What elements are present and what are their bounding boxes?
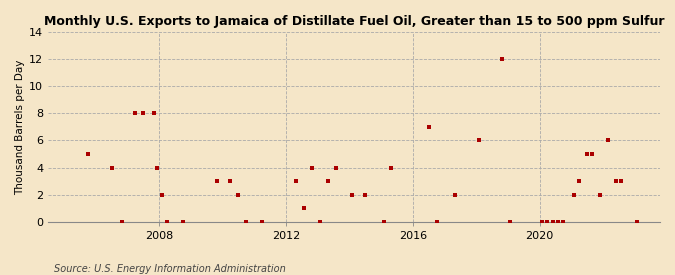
Point	[431, 219, 442, 224]
Point	[497, 57, 508, 61]
Point	[632, 219, 643, 224]
Point	[423, 125, 434, 129]
Point	[299, 206, 310, 210]
Point	[616, 179, 626, 183]
Point	[256, 219, 267, 224]
Point	[212, 179, 223, 183]
Point	[537, 219, 547, 224]
Point	[386, 165, 397, 170]
Y-axis label: Thousand Barrels per Day: Thousand Barrels per Day	[15, 59, 25, 194]
Point	[82, 152, 93, 156]
Point	[117, 219, 128, 224]
Point	[587, 152, 598, 156]
Point	[505, 219, 516, 224]
Point	[323, 179, 333, 183]
Point	[603, 138, 614, 143]
Title: Monthly U.S. Exports to Jamaica of Distillate Fuel Oil, Greater than 15 to 500 p: Monthly U.S. Exports to Jamaica of Disti…	[44, 15, 664, 28]
Point	[568, 192, 579, 197]
Point	[233, 192, 244, 197]
Point	[161, 219, 172, 224]
Point	[151, 165, 162, 170]
Point	[307, 165, 318, 170]
Point	[331, 165, 342, 170]
Point	[574, 179, 585, 183]
Point	[130, 111, 140, 116]
Point	[291, 179, 302, 183]
Point	[138, 111, 148, 116]
Point	[378, 219, 389, 224]
Point	[595, 192, 605, 197]
Point	[225, 179, 236, 183]
Point	[156, 192, 167, 197]
Point	[450, 192, 460, 197]
Point	[346, 192, 357, 197]
Point	[553, 219, 564, 224]
Point	[241, 219, 252, 224]
Point	[106, 165, 117, 170]
Point	[542, 219, 553, 224]
Point	[360, 192, 371, 197]
Point	[547, 219, 558, 224]
Point	[558, 219, 569, 224]
Text: Source: U.S. Energy Information Administration: Source: U.S. Energy Information Administ…	[54, 264, 286, 274]
Point	[148, 111, 159, 116]
Point	[611, 179, 622, 183]
Point	[315, 219, 325, 224]
Point	[178, 219, 188, 224]
Point	[473, 138, 484, 143]
Point	[582, 152, 593, 156]
